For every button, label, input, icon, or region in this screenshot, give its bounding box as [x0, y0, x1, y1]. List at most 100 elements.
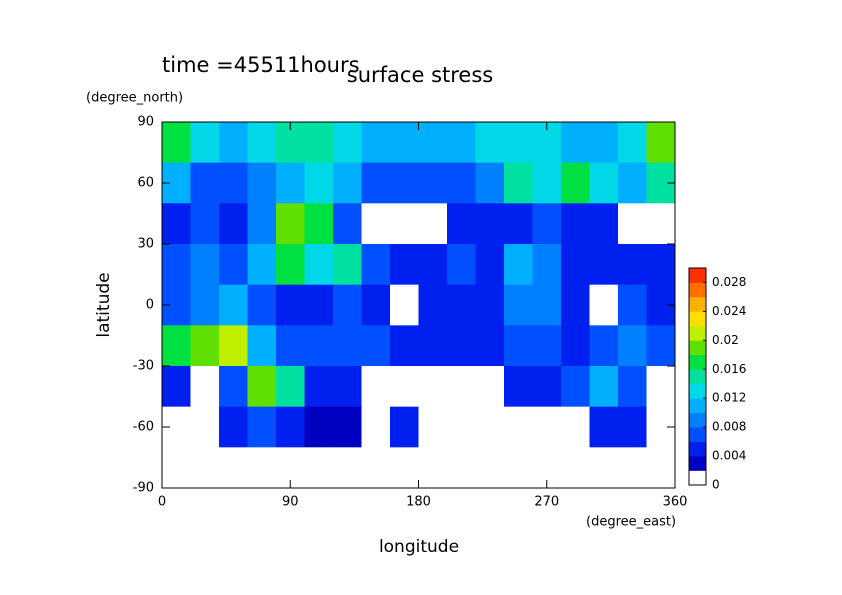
colorbar-tick-label: 0.012 [712, 391, 746, 405]
field-cell [561, 162, 590, 204]
field-cell [561, 447, 590, 489]
field-cell [276, 406, 305, 448]
field-cell [589, 406, 619, 448]
field-cell [390, 406, 419, 448]
colorbar-segment [689, 369, 706, 385]
field-cell [447, 325, 476, 367]
field-cell [504, 244, 533, 286]
x-tick-label: 360 [663, 495, 688, 510]
field-cell [219, 406, 248, 448]
field-cell [447, 162, 476, 204]
field-cell [247, 284, 277, 326]
field-cell [304, 122, 334, 164]
field-cell [418, 244, 448, 286]
field-cell [162, 122, 191, 164]
field-cell [219, 366, 248, 408]
field-cell [247, 203, 277, 245]
colorbar-tick-label: 0.024 [712, 304, 746, 318]
colorbar-tick-label: 0.004 [712, 449, 746, 463]
field-cell [418, 366, 448, 408]
field-cell [504, 284, 533, 326]
colorbar-segment [689, 398, 706, 413]
y-axis-label: latitude [94, 272, 114, 337]
field-cell [361, 325, 391, 367]
field-cell [418, 162, 448, 204]
field-cell [304, 325, 334, 367]
field-cell [589, 447, 619, 489]
field-cell [475, 325, 505, 367]
field-cell [589, 122, 619, 164]
field-cell [646, 325, 676, 367]
field-cell [304, 203, 334, 245]
field-cell [447, 122, 476, 164]
field-cell [304, 366, 334, 408]
field-cell [333, 122, 362, 164]
field-cell [418, 447, 448, 489]
field-cell [276, 366, 305, 408]
field-cell [190, 122, 220, 164]
field-cell [162, 244, 191, 286]
field-cell [333, 366, 362, 408]
field-cell [418, 406, 448, 448]
field-cell [618, 447, 647, 489]
field-cell [532, 162, 562, 204]
field-cell [447, 244, 476, 286]
chart-title: surface stress [347, 63, 493, 87]
field-cell [589, 162, 619, 204]
field-cell [190, 406, 220, 448]
field-cell [532, 203, 562, 245]
field-cell [532, 406, 562, 448]
colorbar-segment [689, 296, 706, 312]
colorbar-segment [689, 340, 706, 356]
y-tick-label: 60 [137, 176, 154, 191]
field-cell [390, 122, 419, 164]
y-tick-label: -60 [133, 420, 154, 435]
field-cell [162, 447, 191, 489]
field-cell [418, 203, 448, 245]
field-cell [162, 366, 191, 408]
field-cell [219, 244, 248, 286]
field-cell [504, 366, 533, 408]
y-tick-label: 90 [137, 115, 154, 130]
colorbar-border [688, 267, 707, 486]
field-cell [561, 366, 590, 408]
field-cell [475, 406, 505, 448]
x-unit: (degree_east) [586, 515, 676, 530]
field-cell [561, 244, 590, 286]
field-cell [532, 366, 562, 408]
field-cell [390, 284, 419, 326]
field-cell [418, 325, 448, 367]
field-cell [247, 366, 277, 408]
field-cell [618, 162, 647, 204]
field-cell [646, 447, 676, 489]
field-cell [219, 447, 248, 489]
field-cell [390, 325, 419, 367]
field-cell [361, 244, 391, 286]
colorbar-tick-label: 0.02 [712, 333, 739, 347]
field-cell [333, 244, 362, 286]
colorbar-segment [689, 268, 706, 283]
field-cell [304, 244, 334, 286]
field-cell [304, 284, 334, 326]
y-tick-label: 30 [137, 237, 154, 252]
field-cell [475, 244, 505, 286]
field-cell [561, 284, 590, 326]
field-cell [561, 203, 590, 245]
field-cell [618, 122, 647, 164]
field-cell [418, 122, 448, 164]
field-cell [304, 406, 334, 448]
field-cell [247, 447, 277, 489]
field-cell [162, 325, 191, 367]
field-cell [561, 406, 590, 448]
field-cell [190, 284, 220, 326]
field-cell [589, 325, 619, 367]
colorbar-segment [689, 325, 706, 341]
field-cell [190, 366, 220, 408]
field-cell [390, 366, 419, 408]
field-cell [190, 244, 220, 286]
field-cell [361, 284, 391, 326]
field-cell [504, 325, 533, 367]
field-cell [390, 244, 419, 286]
field-cell [532, 325, 562, 367]
field-cell [447, 203, 476, 245]
